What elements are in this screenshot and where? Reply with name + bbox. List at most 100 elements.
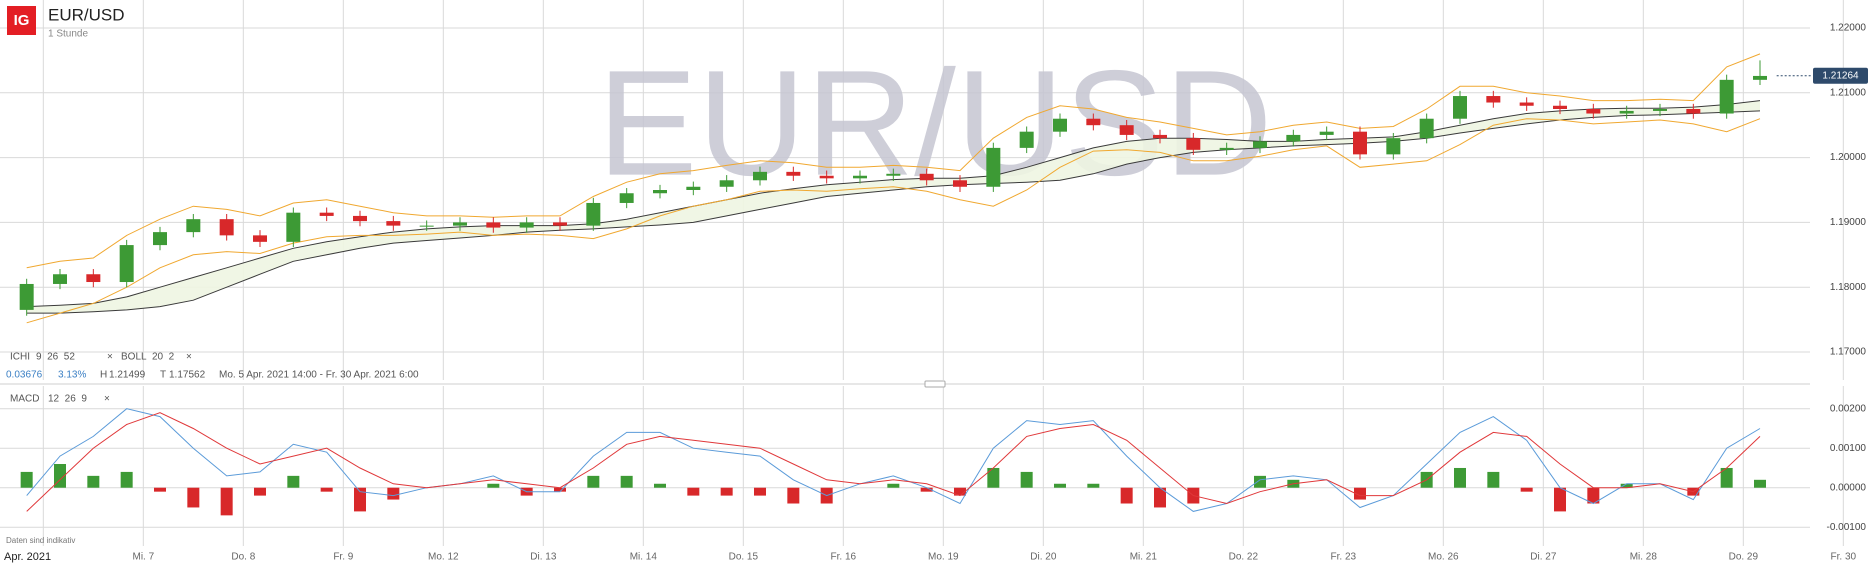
candle-body [1219, 147, 1234, 150]
candle-body [1486, 96, 1501, 103]
candle-body [653, 190, 667, 194]
low-value: 1.17562 [169, 370, 206, 381]
histogram-bar [720, 487, 733, 496]
cloud [26, 100, 1761, 314]
candle-body [886, 173, 901, 176]
indicator-line [26, 53, 1761, 269]
candle-body [1619, 110, 1634, 114]
histogram-bar [687, 487, 700, 496]
x-tick-label: Di. 27 [1530, 552, 1557, 563]
histogram-bar [87, 475, 100, 488]
date-range: Mo. 5 Apr. 2021 14:00 - Fr. 30 Apr. 2021… [219, 370, 419, 381]
histogram-bar [354, 487, 366, 512]
indicator-line [26, 118, 1761, 324]
histogram-bar [1754, 479, 1766, 488]
y-tick-label: 1.17000 [1830, 347, 1867, 358]
candle-body [1353, 131, 1367, 155]
candle-body [1419, 118, 1434, 139]
x-tick-label: Mi. 7 [132, 552, 154, 563]
x-tick-label: Do. 8 [231, 552, 255, 563]
x-tick-label: Fr. 9 [333, 552, 353, 563]
candle-body [819, 175, 834, 179]
indicator-params: 20 2 [152, 352, 175, 363]
candle-body [786, 171, 801, 176]
candle-body [553, 222, 567, 226]
candle-body [1119, 125, 1134, 135]
histogram-bar [487, 483, 500, 488]
x-tick-label: Fr. 16 [831, 552, 857, 563]
candle-body [1086, 118, 1101, 126]
histogram-bar [187, 487, 200, 508]
x-tick-label: Mi. 14 [630, 552, 658, 563]
symbol-title: EUR/USD [48, 5, 125, 24]
indicator-name: MACD [10, 394, 39, 405]
histogram-bar [920, 487, 933, 492]
candle-body [1319, 131, 1334, 135]
histogram-bar [1054, 483, 1066, 488]
candle-body [753, 171, 767, 181]
logo-box [7, 6, 36, 35]
histogram-bar [20, 471, 33, 488]
y-tick-label: 1.18000 [1830, 282, 1867, 293]
histogram-bar [54, 464, 66, 488]
candle-body [119, 245, 134, 283]
histogram-bar [954, 487, 966, 496]
indicator-name: BOLL [121, 352, 147, 363]
candle-body [486, 222, 501, 228]
candle-body [286, 212, 301, 242]
histogram-bar [1720, 467, 1733, 488]
histogram-bar [287, 475, 300, 488]
histogram-bar [554, 487, 566, 492]
y-tick-label: 1.22000 [1830, 23, 1867, 34]
low-label: T [160, 370, 166, 381]
candle-body [453, 222, 467, 226]
last-price-box [1813, 67, 1868, 84]
remove-indicator[interactable]: × [104, 394, 110, 405]
interval: 1 Stunde [48, 29, 88, 40]
macd-line [26, 412, 1761, 512]
histogram-bar [987, 467, 1000, 488]
candle-body [686, 186, 701, 190]
histogram-bar [1354, 487, 1366, 500]
candle-body [253, 235, 267, 242]
y-tick-label: 0.00100 [1830, 443, 1867, 454]
x-tick-label: Do. 29 [1729, 552, 1759, 563]
candle-body [1386, 138, 1401, 155]
x-tick-label: Mi. 21 [1130, 552, 1158, 563]
histogram-bar [1020, 471, 1033, 488]
x-tick-label: Fr. 30 [1831, 552, 1857, 563]
candle-body [1153, 134, 1167, 139]
change: 0.03676 [6, 370, 43, 381]
candle-body [1753, 75, 1767, 80]
y-tick-label: 1.19000 [1830, 217, 1867, 228]
resize-handle[interactable] [924, 380, 946, 388]
disclaimer: Daten sind indikativ [6, 536, 75, 545]
candle-body [1553, 105, 1567, 109]
histogram-bar [387, 487, 400, 500]
histogram-bar [787, 487, 800, 504]
x-tick-label: Mo. 12 [428, 552, 459, 563]
candle-body [1019, 131, 1034, 148]
remove-indicator[interactable]: × [186, 352, 192, 363]
histogram-bar [887, 483, 900, 488]
indicator-params: 12 26 9 [48, 394, 87, 405]
candle-body [1453, 96, 1467, 119]
x-tick-label: Mo. 26 [1428, 552, 1459, 563]
histogram-bar [1520, 487, 1533, 492]
remove-indicator[interactable]: × [107, 352, 113, 363]
candle-body [419, 225, 434, 227]
candle-body [386, 221, 401, 226]
histogram-bar [1487, 471, 1500, 488]
histogram-bar [587, 475, 600, 488]
candle-body [1186, 138, 1201, 150]
grid-layer [0, 0, 1844, 546]
candle-body [719, 180, 734, 187]
x-tick-label: Apr. 2021 [4, 551, 51, 563]
x-tick-label: Di. 13 [530, 552, 557, 563]
histogram-bar [1087, 483, 1100, 488]
candle-body [186, 219, 201, 233]
candle-body [153, 232, 167, 246]
y-tick-label: -0.00100 [1827, 522, 1867, 533]
histogram-bar [1587, 487, 1600, 504]
